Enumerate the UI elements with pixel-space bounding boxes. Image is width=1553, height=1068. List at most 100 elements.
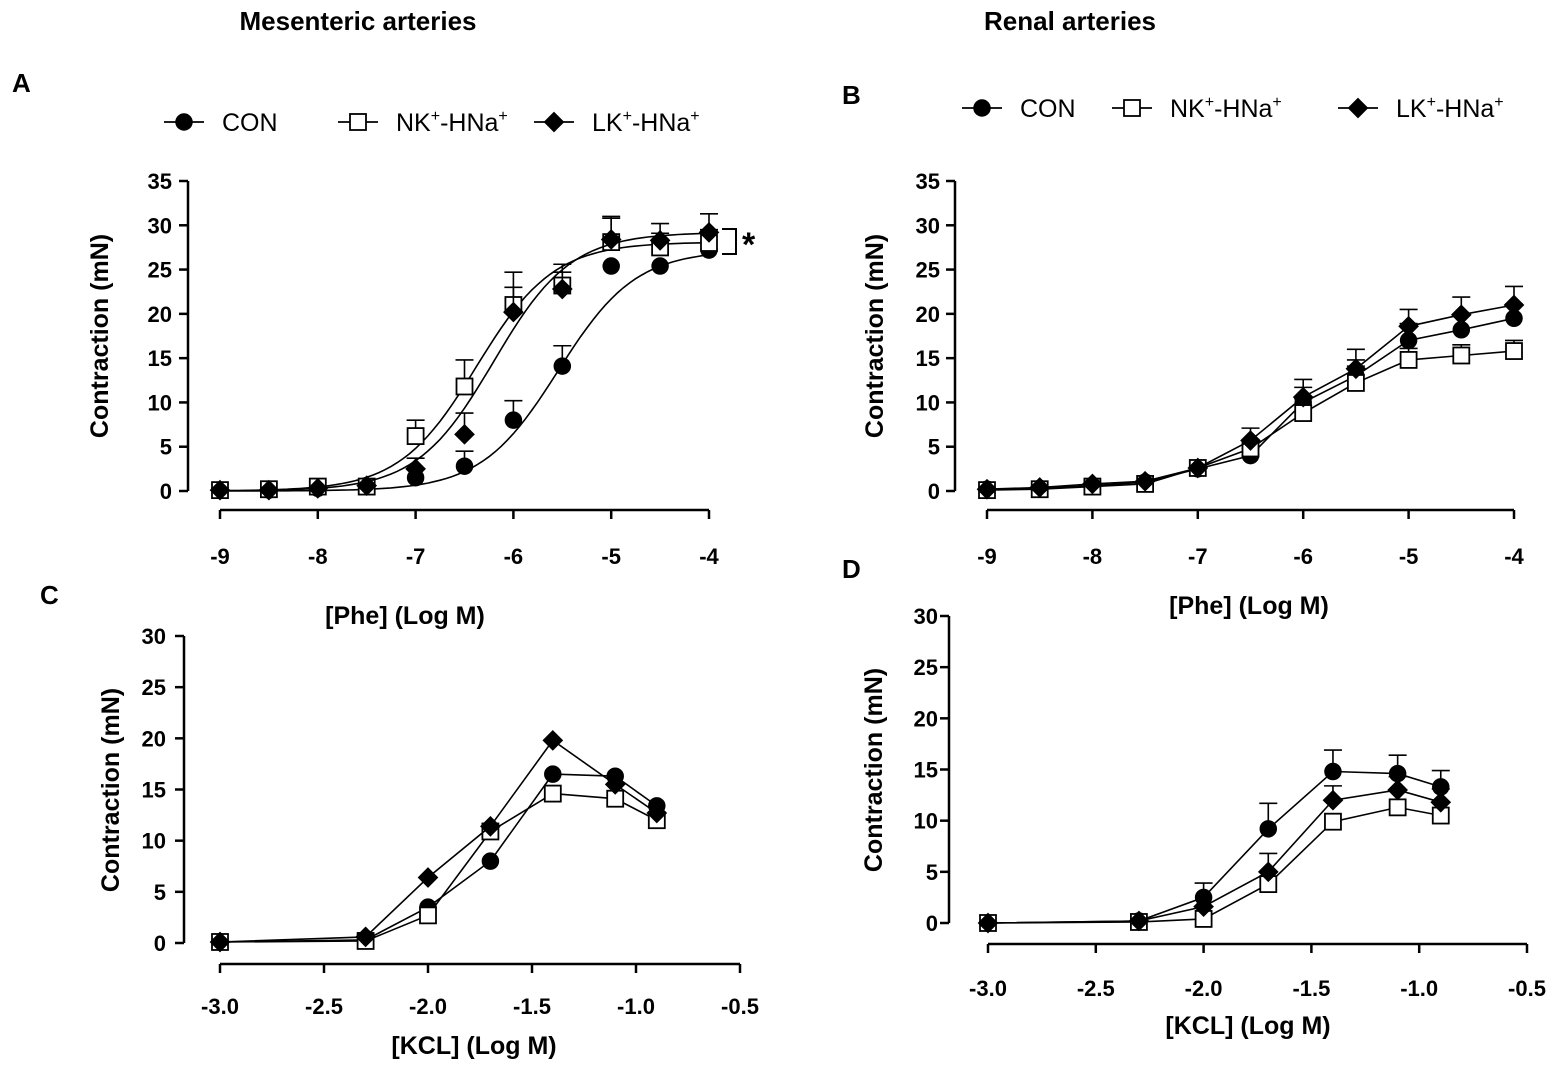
data-point-filled-diamond-c-1 <box>355 926 376 948</box>
series-line-filled-diamond-c <box>219 739 658 943</box>
x-tick-label-a-1: -8 <box>308 544 328 569</box>
x-axis-title-b: [Phe] (Log M) <box>1169 592 1329 620</box>
x-tick-label-d-3: -1.5 <box>1292 976 1330 1001</box>
x-axis-title-a: [Phe] (Log M) <box>325 602 485 630</box>
y-tick-label-c-5: 25 <box>142 675 166 700</box>
y-tick-label-d-0: 0 <box>926 911 938 936</box>
x-tick-label-b-3: -6 <box>1293 544 1313 569</box>
data-point-filled-diamond-d-4 <box>1322 789 1344 811</box>
data-point-filled-diamond-a-0 <box>209 479 231 501</box>
x-tick-label-c-0: -3.0 <box>201 994 239 1019</box>
legend-label-filled-circle-b: CON <box>1020 95 1076 123</box>
legend-marker-filled-circle-b <box>973 99 991 117</box>
y-tick-label-c-3: 15 <box>142 778 166 803</box>
data-point-open-square-d-5 <box>1388 798 1407 817</box>
y-tick-label-b-5: 25 <box>916 258 940 283</box>
data-point-open-square-b-8 <box>1399 351 1418 369</box>
data-point-filled-circle-a-8 <box>602 257 620 275</box>
data-point-filled-diamond-a-10 <box>698 222 720 243</box>
y-tick-label-d-4: 20 <box>914 706 938 731</box>
series-line-filled-circle-c <box>219 773 658 943</box>
y-tick-label-a-0: 0 <box>160 479 172 504</box>
data-point-filled-diamond-c-0 <box>209 931 231 953</box>
legend-label-filled-diamond-a: LK+-HNa+ <box>592 108 700 137</box>
y-tick-label-b-7: 35 <box>916 169 940 194</box>
x-tick-label-b-4: -5 <box>1399 544 1419 569</box>
data-point-filled-diamond-b-10 <box>1503 294 1525 316</box>
x-tick-label-b-2: -7 <box>1188 544 1208 569</box>
data-point-open-square-b-10 <box>1505 342 1523 360</box>
y-tick-label-b-2: 10 <box>916 390 940 415</box>
panel-letter-a: A <box>12 68 31 98</box>
y-tick-label-b-4: 20 <box>916 302 940 327</box>
data-point-filled-diamond-b-9 <box>1450 304 1472 326</box>
data-point-filled-diamond-a-4 <box>405 458 426 480</box>
y-axis-title-c: Contraction (mN) <box>97 688 125 892</box>
y-tick-label-a-2: 10 <box>148 390 172 415</box>
data-point-filled-circle-c-3 <box>481 852 500 870</box>
data-point-filled-diamond-a-2 <box>307 477 329 499</box>
series-line-filled-diamond-a <box>219 232 710 492</box>
data-point-filled-diamond-d-1 <box>1128 910 1150 932</box>
data-point-open-square-b-9 <box>1452 346 1471 365</box>
x-tick-label-d-4: -1.0 <box>1400 976 1438 1001</box>
x-tick-label-c-2: -2.0 <box>409 994 447 1019</box>
panel-letter-d: D <box>842 554 861 584</box>
y-tick-label-d-3: 15 <box>914 758 938 783</box>
data-point-filled-diamond-d-2 <box>1193 896 1214 917</box>
data-point-filled-diamond-c-6 <box>646 802 668 824</box>
significance-mark: * <box>742 226 756 264</box>
y-tick-label-c-1: 5 <box>154 880 166 905</box>
data-point-filled-diamond-a-5 <box>454 423 475 445</box>
data-point-filled-diamond-c-5 <box>604 774 626 795</box>
legend-label-filled-diamond-b: LK+-HNa+ <box>1396 94 1504 123</box>
data-point-filled-diamond-c-2 <box>417 867 439 888</box>
chart-panel-c: 0 5 10 15 20 25 30 -3.0 -2.5 -2.0 -1.5 -1.0 -0.5 [KCL… <box>97 624 759 1060</box>
chart-panel-a: 0 5 10 15 20 25 30 35 -9 -8 -7 -6 -5 -4 [Phe] (Log M) C… <box>86 169 720 630</box>
y-tick-label-a-6: 30 <box>148 213 172 238</box>
series-line-open-square-c <box>219 792 658 943</box>
data-point-filled-diamond-a-6 <box>503 301 524 323</box>
x-tick-label-b-0: -9 <box>977 544 997 569</box>
y-tick-label-b-1: 5 <box>928 435 940 460</box>
legend-marker-filled-circle-a <box>175 113 193 131</box>
y-tick-label-a-5: 25 <box>148 258 172 283</box>
x-tick-label-b-5: -4 <box>1504 544 1524 569</box>
data-point-filled-diamond-b-3 <box>1134 470 1156 492</box>
data-point-filled-diamond-b-4 <box>1187 457 1209 479</box>
y-tick-label-a-1: 5 <box>160 435 172 460</box>
data-point-filled-diamond-b-1 <box>1029 477 1051 498</box>
data-point-open-square-a-5 <box>455 377 474 396</box>
x-tick-label-d-2: -2.0 <box>1185 976 1223 1001</box>
data-point-filled-diamond-a-7 <box>551 278 573 300</box>
data-point-open-square-c-2 <box>419 906 437 925</box>
series-line-filled-diamond-d <box>987 789 1442 924</box>
series-line-open-square-b <box>986 350 1515 491</box>
x-axis-title-d: [KCL] (Log M) <box>1165 1012 1330 1040</box>
data-point-open-square-a-4 <box>406 427 425 445</box>
legend-marker-filled-diamond-a <box>543 111 565 133</box>
panel-letter-c: C <box>40 580 59 610</box>
legend-label-open-square-b: NK+-HNa+ <box>1170 94 1282 123</box>
data-point-filled-circle-a-7 <box>553 357 572 375</box>
data-point-filled-diamond-b-6 <box>1292 386 1314 408</box>
legend-label-filled-circle-a: CON <box>222 109 278 137</box>
data-point-filled-diamond-d-6 <box>1430 791 1452 813</box>
data-point-filled-circle-a-6 <box>504 411 523 429</box>
y-tick-label-c-2: 10 <box>142 829 166 854</box>
y-tick-label-c-0: 0 <box>154 931 166 956</box>
y-tick-label-d-2: 10 <box>914 809 938 834</box>
y-axis-title-d: Contraction (mN) <box>860 668 888 872</box>
x-tick-label-d-0: -3.0 <box>969 976 1007 1001</box>
x-tick-label-a-4: -5 <box>601 544 621 569</box>
data-point-filled-diamond-d-0 <box>977 912 999 934</box>
x-tick-label-d-1: -2.5 <box>1077 976 1115 1001</box>
y-tick-label-b-6: 30 <box>916 213 940 238</box>
x-tick-label-a-0: -9 <box>210 544 230 569</box>
legend-marker-filled-diamond-b <box>1347 97 1369 119</box>
data-point-filled-diamond-b-0 <box>976 478 998 500</box>
data-point-filled-diamond-a-9 <box>649 229 671 251</box>
x-tick-label-d-5: -0.5 <box>1508 976 1546 1001</box>
data-point-filled-diamond-d-3 <box>1257 861 1279 883</box>
y-tick-label-d-6: 30 <box>914 604 938 629</box>
